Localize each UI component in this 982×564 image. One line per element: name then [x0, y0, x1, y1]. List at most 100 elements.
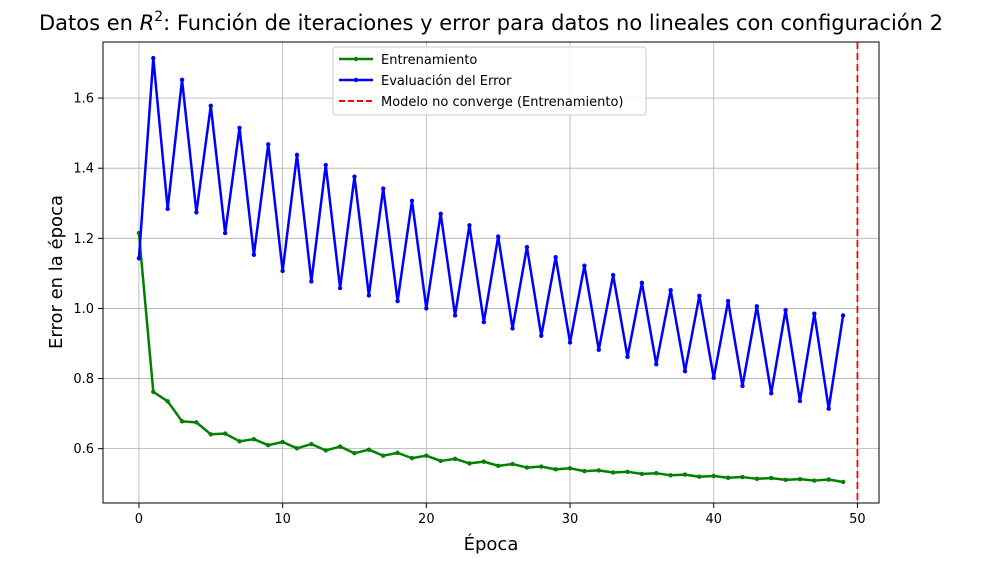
x-tick-label: 10	[274, 512, 291, 527]
x-tick-label: 0	[135, 512, 143, 527]
x-tick-label: 30	[562, 512, 579, 527]
x-tick-label: 40	[705, 512, 722, 527]
data-point-0	[424, 453, 429, 458]
data-point-0	[251, 436, 257, 442]
data-point-0	[266, 442, 271, 448]
grid	[103, 42, 879, 503]
data-point-0	[165, 399, 170, 404]
data-point-0	[481, 459, 487, 464]
data-point-1	[165, 206, 170, 212]
x-tick-label: 20	[418, 512, 435, 527]
data-point-0	[740, 474, 745, 480]
data-point-1	[539, 333, 544, 338]
y-tick-label: 1.2	[73, 232, 94, 247]
data-point-0	[654, 471, 659, 476]
data-point-1	[682, 368, 688, 374]
data-point-1	[136, 256, 142, 261]
data-point-0	[668, 473, 673, 478]
data-point-1	[754, 304, 760, 309]
data-point-0	[826, 477, 831, 482]
data-point-0	[639, 471, 645, 477]
y-axis-label: Error en la época	[46, 195, 67, 349]
data-point-1	[812, 311, 817, 316]
data-point-1	[697, 293, 702, 299]
data-point-0	[309, 441, 314, 447]
data-point-0	[222, 431, 228, 436]
data-point-1	[783, 307, 788, 313]
data-point-1	[409, 198, 415, 204]
data-point-1	[797, 398, 803, 404]
x-ticks: 0 10 20 30 40 50	[135, 503, 866, 527]
data-point-1	[553, 255, 558, 260]
y-tick-label: 1.4	[73, 162, 94, 177]
data-point-1	[654, 361, 659, 367]
data-point-1	[395, 298, 400, 304]
series-line-1	[137, 56, 845, 410]
y-tick-label: 1.0	[73, 302, 94, 317]
legend-marker-evaluation	[353, 77, 359, 83]
legend-label-no-converge: Modelo no converge (Entrenamiento)	[381, 95, 624, 110]
data-point-0	[337, 444, 343, 449]
data-point-1	[222, 230, 228, 236]
data-point-1	[352, 174, 357, 179]
data-point-0	[381, 453, 386, 458]
data-point-0	[237, 439, 242, 444]
data-point-1	[208, 103, 213, 109]
data-point-1	[596, 347, 601, 353]
data-point-1	[668, 288, 673, 293]
data-point-1	[467, 223, 472, 228]
title-suffix: : Función de iteraciones y error para da…	[163, 11, 943, 35]
legend-box	[332, 46, 647, 116]
data-point-1	[337, 285, 343, 291]
data-point-0	[812, 478, 817, 483]
data-point-1	[294, 152, 300, 158]
data-point-0	[179, 419, 185, 424]
title-math-sup: 2	[154, 9, 163, 25]
data-point-1	[740, 383, 745, 389]
data-point-1	[769, 391, 774, 396]
data-point-1	[582, 263, 587, 268]
data-point-0	[711, 473, 716, 479]
data-point-1	[567, 340, 573, 345]
data-point-0	[582, 468, 587, 474]
data-point-1	[725, 298, 731, 304]
data-point-0	[510, 461, 515, 467]
data-point-0	[366, 447, 372, 452]
data-point-1	[151, 55, 156, 61]
data-point-1	[826, 406, 831, 411]
data-point-0	[208, 432, 213, 437]
data-point-0	[697, 474, 702, 479]
data-point-0	[754, 476, 760, 482]
data-point-1	[424, 306, 429, 311]
legend-label-evaluation: Evaluación del Error	[381, 74, 512, 89]
data-point-1	[323, 162, 328, 168]
data-point-1	[510, 326, 515, 331]
data-point-0	[352, 451, 357, 456]
data-point-0	[452, 456, 458, 462]
data-point-0	[151, 389, 156, 395]
y-tick-label: 0.8	[73, 372, 94, 387]
data-point-1	[639, 280, 645, 286]
data-point-0	[797, 476, 803, 482]
data-point-1	[481, 319, 487, 325]
data-point-0	[524, 465, 530, 470]
y-tick-label: 0.6	[73, 442, 94, 457]
legend-label-training: Entrenamiento	[381, 53, 477, 68]
data-point-0	[409, 455, 415, 461]
data-point-1	[280, 268, 285, 274]
data-point-0	[610, 470, 616, 475]
data-point-0	[783, 477, 788, 483]
x-tick-label: 50	[849, 512, 866, 527]
y-ticks: 0.6 0.8 1.0 1.2 1.4 1.6	[73, 92, 103, 457]
chart-title: Datos en R2: Función de iteraciones y er…	[39, 9, 943, 35]
data-point-0	[625, 469, 630, 474]
data-point-0	[682, 472, 688, 477]
data-point-1	[251, 252, 257, 257]
data-point-1	[524, 244, 530, 250]
data-point-1	[625, 354, 630, 360]
data-point-0	[596, 468, 601, 473]
data-point-0	[769, 475, 774, 481]
plot-series	[136, 42, 859, 503]
plot-frame	[102, 41, 880, 504]
